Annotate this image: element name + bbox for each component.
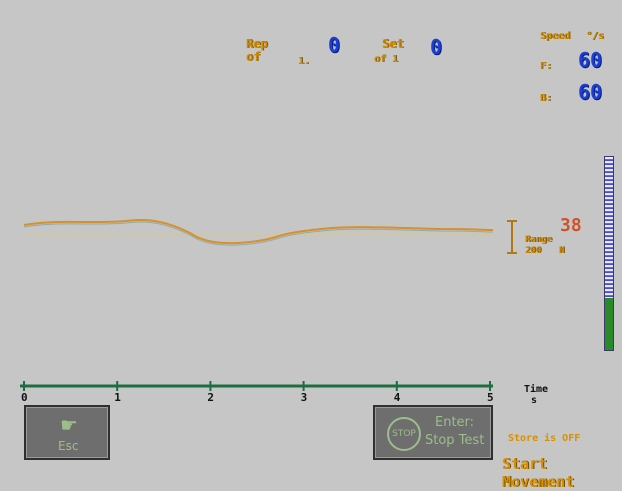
movement-status: Start Movement	[502, 455, 575, 491]
rep-value: 0	[328, 33, 341, 57]
trace-scale-label: Range	[525, 235, 553, 245]
time-axis-unit: s	[531, 395, 538, 406]
esc-button[interactable]: ☛ Esc	[24, 405, 110, 460]
time-axis-tick-label: 1	[114, 391, 121, 404]
time-axis-ticks	[23, 381, 491, 391]
rep-label: Rep	[246, 37, 268, 51]
trace-scale-unit: N	[559, 246, 565, 256]
set-label: Set	[382, 37, 404, 51]
trace-current-value: 38	[560, 215, 582, 236]
speed-b-label: B:	[540, 93, 553, 104]
level-bar	[604, 156, 614, 351]
time-axis-label: Time	[524, 384, 549, 395]
time-axis-tick-label: 0	[21, 391, 28, 404]
stop-test-label: Stop Test	[425, 433, 485, 448]
rep-of-value: 1.	[298, 56, 311, 67]
speed-f-value: 60	[578, 48, 603, 72]
speed-f-label: F:	[540, 61, 553, 72]
level-bar-fill	[605, 297, 613, 350]
time-axis-tick-label: 2	[207, 391, 215, 404]
store-status: Store is OFF	[508, 433, 581, 444]
rep-of-label: of	[246, 50, 261, 64]
speed-title: Speed	[540, 31, 571, 42]
set-of-label: of 1	[374, 54, 399, 65]
time-axis-tick-label: 5	[487, 391, 494, 404]
trace-scale-value: 200	[525, 246, 542, 256]
time-axis-tick-label: 4	[393, 391, 401, 404]
stop-test-button[interactable]: STOP Enter: Stop Test	[373, 405, 493, 460]
speed-b-value: 60	[578, 80, 603, 104]
set-value: 0	[430, 35, 443, 59]
level-bar-ticks	[605, 157, 613, 350]
hand-icon: ☛	[60, 413, 78, 437]
trace-line-shadow	[23, 221, 494, 246]
stop-sign-icon: STOP	[387, 417, 421, 451]
esc-button-label: Esc	[58, 439, 79, 453]
trace-line	[23, 219, 494, 245]
time-axis-tick-label: 3	[300, 391, 308, 404]
stop-enter-label: Enter:	[435, 415, 475, 430]
speed-unit: °/s	[586, 31, 605, 42]
